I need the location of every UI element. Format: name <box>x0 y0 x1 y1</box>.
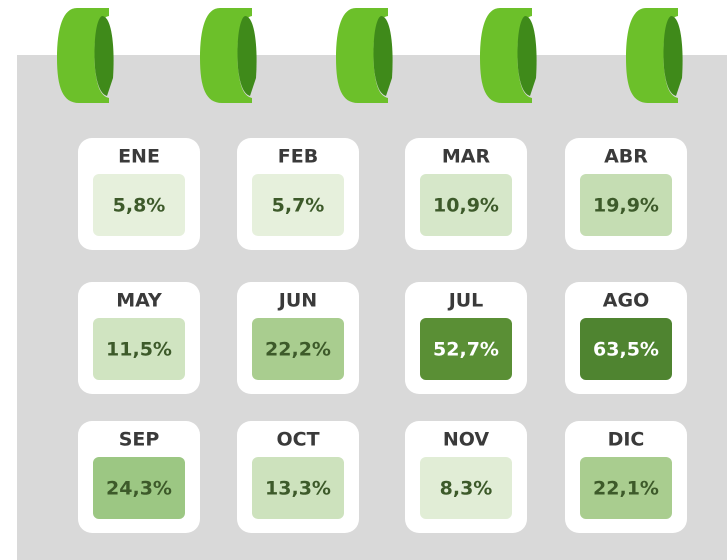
value-label: 10,9% <box>433 195 499 217</box>
value-cell <box>420 174 512 236</box>
value-cell <box>420 318 512 380</box>
value-cell <box>420 457 512 519</box>
month-label: SEP <box>119 429 160 451</box>
value-label: 8,3% <box>440 478 493 500</box>
month-label: AGO <box>603 290 649 312</box>
value-label: 63,5% <box>593 339 659 361</box>
value-label: 11,5% <box>106 339 172 361</box>
value-label: 24,3% <box>106 478 172 500</box>
month-label: OCT <box>276 429 319 451</box>
month-label: FEB <box>278 146 318 168</box>
value-cell <box>580 174 672 236</box>
value-label: 22,1% <box>593 478 659 500</box>
ring <box>626 8 683 103</box>
rings <box>57 8 683 103</box>
value-label: 5,8% <box>113 195 166 217</box>
value-cell <box>252 174 344 236</box>
value-label: 22,2% <box>265 339 331 361</box>
ring <box>336 8 393 103</box>
month-label: JUL <box>447 290 484 312</box>
month-label: ENE <box>118 146 160 168</box>
value-label: 13,3% <box>265 478 331 500</box>
value-cell <box>93 318 185 380</box>
value-cell <box>580 318 672 380</box>
month-label: ABR <box>604 146 648 168</box>
value-cell <box>93 174 185 236</box>
value-cell <box>252 457 344 519</box>
month-label: NOV <box>443 429 490 451</box>
month-label: MAY <box>116 290 162 312</box>
value-label: 5,7% <box>272 195 325 217</box>
value-label: 52,7% <box>433 339 499 361</box>
ring <box>480 8 537 103</box>
ring <box>200 8 257 103</box>
value-label: 19,9% <box>593 195 659 217</box>
value-cell <box>252 318 344 380</box>
value-cell <box>580 457 672 519</box>
ring <box>57 8 114 103</box>
month-label: JUN <box>277 290 317 312</box>
value-cell <box>93 457 185 519</box>
month-label: DIC <box>608 429 645 451</box>
month-label: MAR <box>442 146 491 168</box>
